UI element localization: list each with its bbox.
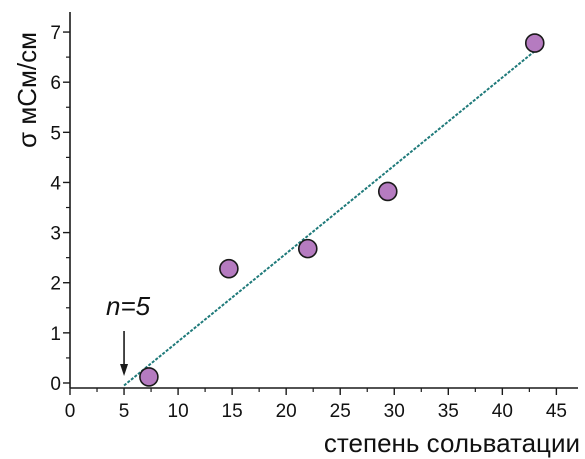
annotation-label: n=5 [106, 291, 151, 321]
y-tick-label: 6 [50, 73, 61, 94]
data-point [139, 367, 159, 387]
fit-line [123, 50, 536, 387]
x-tick-label: 35 [438, 401, 459, 422]
y-axis-label: σ мСм/см [12, 32, 42, 148]
data-points [139, 33, 545, 387]
y-tick-label: 0 [50, 374, 61, 395]
data-point [219, 258, 239, 279]
x-tick-label: 0 [65, 401, 76, 422]
y-tick-label: 4 [50, 173, 61, 194]
fit-line-group [123, 50, 536, 387]
y-tick-label: 5 [50, 123, 61, 144]
x-tick-label: 30 [384, 401, 405, 422]
x-tick-label: 15 [222, 401, 243, 422]
y-tick-label: 1 [50, 324, 61, 345]
annotation-arrowhead [120, 364, 129, 376]
axes [69, 12, 578, 389]
y-tick-label: 7 [50, 23, 61, 44]
x-tick-label: 5 [119, 401, 130, 422]
x-tick-label: 10 [168, 401, 189, 422]
y-axis-ticks: 0 1 2 3 4 5 6 7 [50, 23, 70, 395]
annotation-group: n=5 [106, 291, 151, 376]
x-tick-label: 25 [330, 401, 351, 422]
x-tick-label: 20 [276, 401, 297, 422]
y-tick-label: 3 [50, 224, 61, 245]
data-point [524, 33, 545, 53]
y-tick-label: 2 [50, 274, 61, 295]
x-axis-label: степень сольватации [324, 428, 580, 458]
x-axis-ticks: 0 5 10 15 20 25 30 35 40 45 [65, 388, 567, 422]
x-tick-label: 40 [492, 401, 513, 422]
data-point [377, 181, 398, 202]
x-tick-label: 45 [546, 401, 567, 422]
data-point [297, 238, 318, 259]
